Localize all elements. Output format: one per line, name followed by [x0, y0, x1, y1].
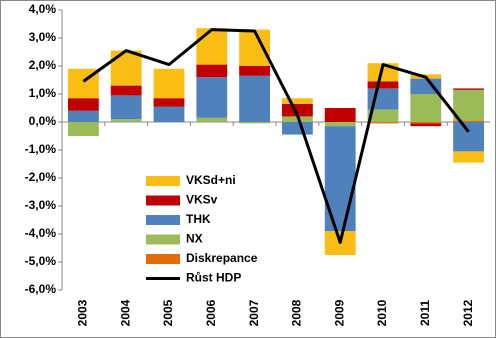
y-tick-label: -3,0%: [25, 198, 57, 212]
bar-segment: [324, 122, 356, 127]
bar-segment: [196, 77, 228, 118]
bar-segment: [110, 95, 142, 120]
bar-segment: [367, 81, 399, 89]
x-tick-label: 2011: [418, 300, 432, 326]
x-tick-label: 2005: [161, 299, 175, 326]
bar-segment: [196, 117, 228, 122]
bar-segment: [239, 66, 271, 76]
bar-segment: [281, 103, 313, 117]
bar-segment: [239, 75, 271, 122]
bar-segment: [67, 110, 99, 122]
bar-segment: [67, 122, 99, 136]
x-tick-label: 2006: [204, 299, 218, 326]
bar-segment: [453, 120, 485, 122]
bar-segment: [153, 106, 185, 122]
x-tick-label: 2003: [76, 299, 90, 326]
bar-segment: [453, 88, 485, 90]
y-tick-label: -4,0%: [25, 226, 57, 240]
x-tick-label: 2007: [247, 299, 261, 326]
bar-segment: [239, 122, 271, 124]
bar-segment: [453, 89, 485, 121]
x-tick-label: 2008: [290, 299, 304, 326]
y-tick-label: 1,0%: [29, 86, 57, 100]
legend-swatch: [146, 234, 180, 245]
x-tick-label: 2009: [332, 299, 346, 326]
bar-segment: [153, 98, 185, 107]
y-tick-label: 2,0%: [29, 58, 57, 72]
bar-segment: [410, 122, 442, 124]
y-tick-label: -5,0%: [25, 254, 57, 268]
y-tick-label: -1,0%: [25, 142, 57, 156]
legend-swatch: [146, 176, 180, 186]
y-tick-label: 4,0%: [29, 2, 57, 16]
bar-segment: [239, 29, 271, 67]
bar-segment: [453, 151, 485, 163]
bar-segment: [367, 122, 399, 124]
legend-swatch: [146, 254, 180, 264]
bar-segment: [410, 94, 442, 122]
bar-segment: [453, 122, 485, 152]
y-tick-label: -6,0%: [25, 282, 57, 296]
bar-segment: [410, 123, 442, 127]
bar-segment: [367, 109, 399, 122]
y-tick-label: -2,0%: [25, 170, 57, 184]
bar-segment: [153, 68, 185, 99]
line-series: [82, 28, 470, 244]
bar-segment: [281, 98, 313, 104]
x-tick-label: 2012: [461, 299, 475, 326]
legend-swatch: [146, 195, 180, 206]
bar-segment: [410, 78, 442, 94]
bar-segment: [324, 126, 356, 232]
legend-label: VKSv: [186, 193, 218, 207]
legend-label: THK: [186, 212, 211, 226]
y-tick-label: 0,0%: [29, 114, 57, 128]
bar-segment: [110, 119, 142, 122]
bar-segment: [110, 85, 142, 96]
legend-label: NX: [186, 232, 203, 246]
bar-segment: [196, 28, 228, 65]
bar-segment: [196, 64, 228, 78]
bar-segment: [324, 108, 356, 122]
x-tick-label: 2004: [118, 299, 132, 326]
bar-segment: [67, 98, 99, 111]
y-tick-label: 3,0%: [29, 30, 57, 44]
bar-segment: [110, 50, 142, 86]
legend-label: Diskrepance: [186, 251, 258, 265]
x-tick-label: 2010: [375, 299, 389, 326]
legend-label: Růst HDP: [186, 271, 241, 285]
legend-label: VKSd+ni: [186, 173, 236, 187]
legend-swatch: [146, 215, 180, 225]
bar-segment: [281, 122, 313, 135]
